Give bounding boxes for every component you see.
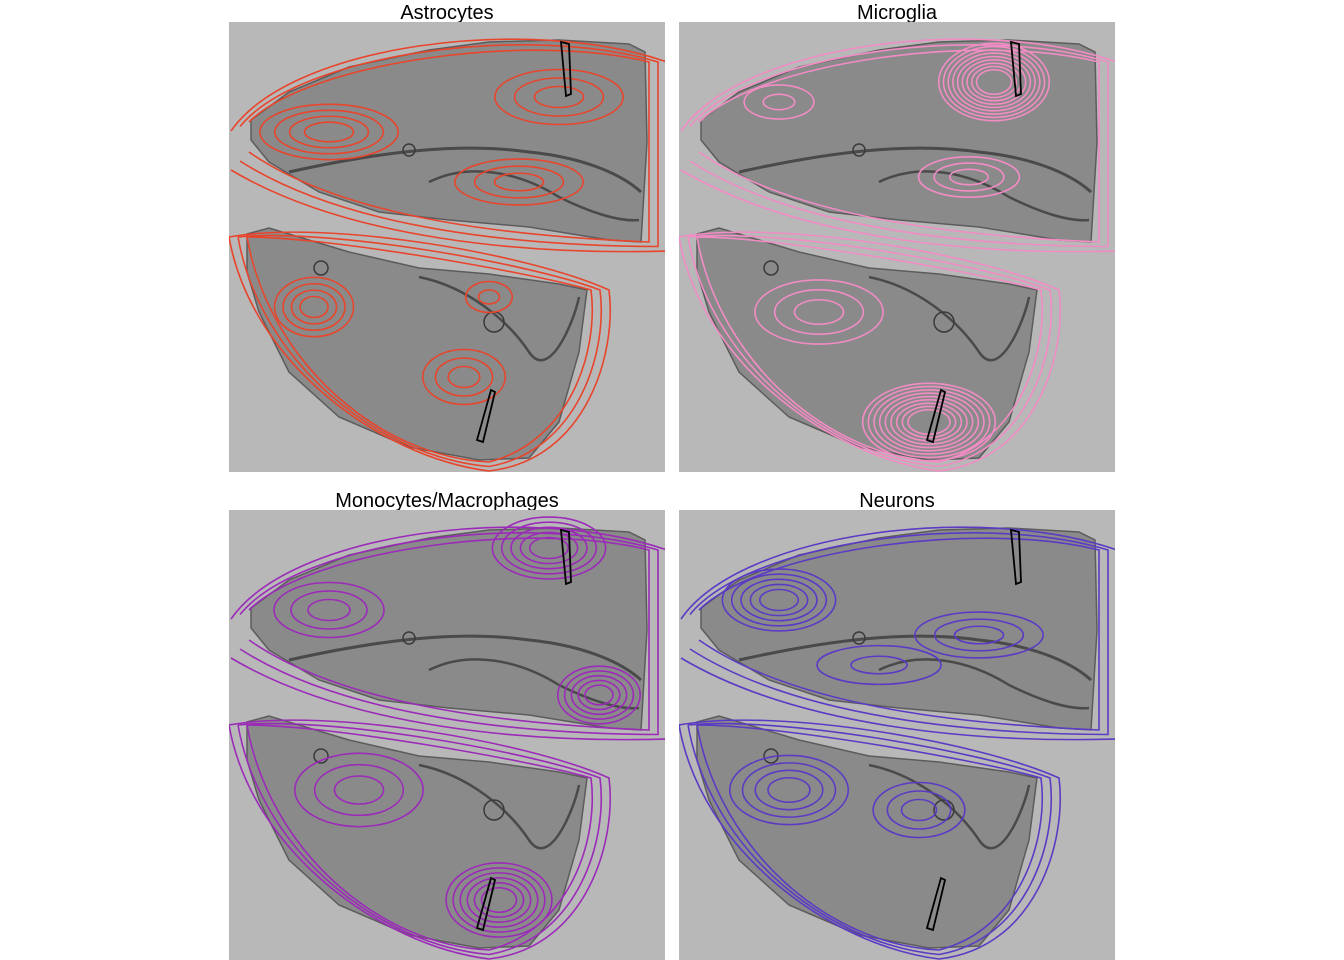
tissue-image: [679, 510, 1115, 960]
tissue-section-lower: [247, 716, 587, 948]
panel-title: Neurons: [679, 490, 1115, 512]
panel-title: Monocytes/Macrophages: [229, 490, 665, 512]
tissue-image: [229, 510, 665, 960]
tissue-section-lower: [247, 228, 587, 460]
tissue-section-lower: [697, 716, 1037, 948]
tissue-section-svg: [229, 510, 665, 960]
panel-title: Astrocytes: [229, 2, 665, 24]
tissue-section-lower: [697, 228, 1037, 460]
tissue-section-svg: [679, 22, 1115, 472]
tissue-section-svg: [229, 22, 665, 472]
tissue-section-upper: [251, 40, 647, 242]
panel-title: Microglia: [679, 2, 1115, 24]
tissue-image: [679, 22, 1115, 472]
tissue-section-svg: [679, 510, 1115, 960]
tissue-image: [229, 22, 665, 472]
